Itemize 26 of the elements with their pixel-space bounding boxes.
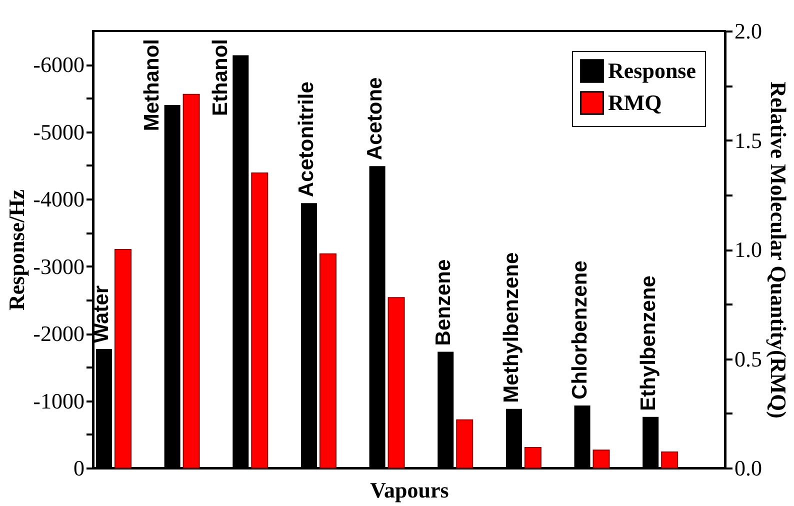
x-tick-label: Water: [90, 285, 114, 343]
y-tick-label: -1000: [33, 388, 84, 414]
x-axis-title: Vapours: [370, 478, 450, 502]
legend-label: RMQ: [608, 90, 662, 115]
y2-tick-label: 0.5: [734, 346, 762, 372]
legend-label: Response: [608, 58, 696, 83]
y-tick-label: -4000: [33, 186, 84, 212]
x-tick-label: Benzene: [432, 259, 455, 346]
y2-tick-label: 1.0: [734, 237, 762, 262]
y-tick-label: -3000: [33, 254, 84, 279]
x-tick-label: Ethylbenzene: [636, 276, 660, 411]
y2-tick-label: 1.5: [734, 128, 762, 153]
x-tick-label: Ethanol: [208, 39, 232, 116]
y-tick-label: -6000: [33, 52, 84, 78]
x-tick-label: Acetone: [364, 77, 386, 160]
y-tick-label: -5000: [33, 119, 84, 144]
y2-tick-label: 0.0: [734, 456, 762, 480]
x-tick-label: Methanol: [140, 39, 164, 132]
y2-tick-label: 2.0: [734, 18, 762, 44]
y-tick-label: -2000: [33, 321, 84, 346]
x-tick-label: Chlorbenzene: [568, 260, 592, 400]
x-tick-label: Methylbenzene: [500, 252, 524, 403]
y2-axis-title: Relative Molecular Quantity(RMQ): [766, 82, 791, 418]
y-tick-label: 0: [74, 456, 84, 480]
y-axis-title: Response/Hz: [4, 189, 30, 310]
x-tick-label: Acetonitrile: [295, 82, 318, 198]
